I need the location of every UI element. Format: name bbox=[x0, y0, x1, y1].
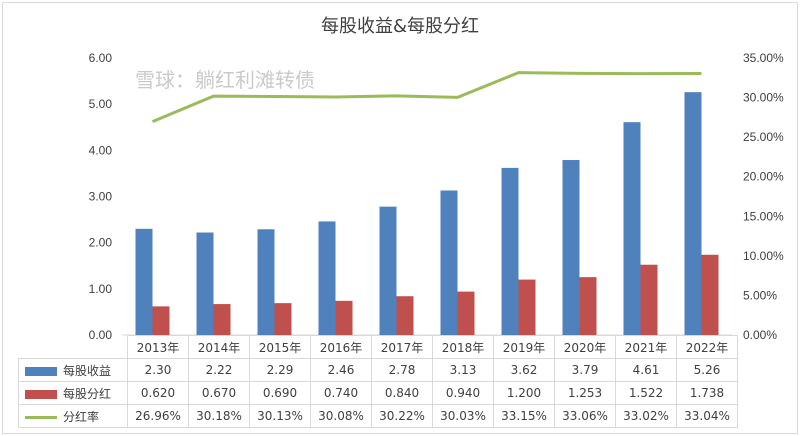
legend-label: 每股分红 bbox=[63, 386, 112, 401]
watermark: 雪球：躺红利滩转债 bbox=[135, 68, 315, 92]
data-label: 33.04% bbox=[676, 404, 738, 428]
bar-每股分红 bbox=[640, 264, 658, 335]
bar-每股分红 bbox=[335, 300, 353, 335]
x-tick-label: 2014年 bbox=[188, 335, 250, 359]
bar-每股分红 bbox=[213, 304, 231, 335]
bar-每股收益 bbox=[440, 190, 458, 335]
data-label: 0.670 bbox=[188, 381, 250, 405]
data-label: 3.62 bbox=[493, 358, 555, 382]
data-label: 3.13 bbox=[432, 358, 494, 382]
bar-每股收益 bbox=[501, 167, 519, 335]
y-tick-label: 1.00 bbox=[89, 282, 113, 296]
table-row: 分红率 26.96% 30.18% 30.13% 30.08% 30.22% 30.03% 3… bbox=[18, 404, 738, 428]
y2-tick-label: 25.00% bbox=[743, 130, 784, 144]
bar-每股收益 bbox=[318, 221, 336, 335]
bar-每股分红 bbox=[396, 296, 414, 335]
bar-每股收益 bbox=[257, 229, 275, 335]
bar-每股收益 bbox=[562, 160, 580, 335]
table-corner bbox=[18, 335, 128, 359]
x-tick-label: 2016年 bbox=[310, 335, 372, 359]
y-tick-label: 2.00 bbox=[89, 236, 113, 250]
bar-每股分红 bbox=[701, 254, 719, 335]
data-label: 30.18% bbox=[188, 404, 250, 428]
x-tick-label: 2021年 bbox=[615, 335, 677, 359]
bar-每股收益 bbox=[196, 232, 214, 335]
data-label: 4.61 bbox=[615, 358, 677, 382]
legend-label: 每股收益 bbox=[63, 363, 112, 378]
data-label: 30.03% bbox=[432, 404, 494, 428]
y-tick-label: 3.00 bbox=[89, 190, 113, 204]
bar-每股分红 bbox=[457, 291, 475, 335]
data-label: 0.690 bbox=[249, 381, 311, 405]
data-label: 30.13% bbox=[249, 404, 311, 428]
bar-每股分红 bbox=[579, 277, 597, 335]
data-label: 1.253 bbox=[554, 381, 616, 405]
data-label: 2.30 bbox=[127, 358, 189, 382]
data-label: 30.08% bbox=[310, 404, 372, 428]
y2-tick-label: 5.00% bbox=[743, 288, 777, 302]
data-label: 2.78 bbox=[371, 358, 433, 382]
x-tick-label: 2017年 bbox=[371, 335, 433, 359]
bar-每股分红 bbox=[274, 303, 292, 335]
chart-title: 每股收益&每股分红 bbox=[320, 16, 480, 37]
y2-tick-label: 10.00% bbox=[743, 249, 784, 263]
table-row: 每股分红 0.620 0.670 0.690 0.740 0.840 0.940 1.200 1… bbox=[18, 381, 738, 405]
y-tick-label: 6.00 bbox=[89, 51, 113, 65]
data-label: 30.22% bbox=[371, 404, 433, 428]
legend-line-icon bbox=[25, 415, 57, 419]
data-label: 1.522 bbox=[615, 381, 677, 405]
data-label: 2.46 bbox=[310, 358, 372, 382]
x-tick-label: 2013年 bbox=[127, 335, 189, 359]
legend-swatch-icon bbox=[25, 366, 57, 376]
x-tick-label: 2019年 bbox=[493, 335, 555, 359]
legend-cell: 分红率 bbox=[18, 404, 128, 428]
data-label: 33.15% bbox=[493, 404, 555, 428]
line-分红率 bbox=[151, 71, 702, 124]
data-label: 0.840 bbox=[371, 381, 433, 405]
table-row: 每股收益 2.30 2.22 2.29 2.46 2.78 3.13 3.62 3.79 4.61… bbox=[18, 358, 738, 382]
data-label: 1.200 bbox=[493, 381, 555, 405]
legend-cell: 每股收益 bbox=[18, 358, 128, 382]
bar-每股分红 bbox=[518, 279, 536, 335]
table-header-row: 2013年 2014年 2015年 2016年 2017年 2018年 2019年 2020年… bbox=[18, 335, 738, 359]
y2-tick-label: 15.00% bbox=[743, 209, 784, 223]
data-label: 5.26 bbox=[676, 358, 738, 382]
y2-tick-label: 30.00% bbox=[743, 91, 784, 105]
legend-swatch-icon bbox=[25, 389, 57, 399]
legend-label: 分红率 bbox=[63, 409, 100, 424]
data-label: 0.940 bbox=[432, 381, 494, 405]
y2-tick-label: 35.00% bbox=[743, 51, 784, 65]
x-tick-label: 2020年 bbox=[554, 335, 616, 359]
data-label: 2.22 bbox=[188, 358, 250, 382]
data-table: 2013年 2014年 2015年 2016年 2017年 2018年 2019年 2020年… bbox=[18, 335, 738, 428]
data-label: 0.620 bbox=[127, 381, 189, 405]
y2-tick-label: 0.00% bbox=[743, 328, 777, 342]
data-label: 1.738 bbox=[676, 381, 738, 405]
data-label: 3.79 bbox=[554, 358, 616, 382]
legend-cell: 每股分红 bbox=[18, 381, 128, 405]
y-tick-label: 5.00 bbox=[89, 97, 113, 111]
bar-每股收益 bbox=[379, 206, 397, 335]
x-tick-label: 2022年 bbox=[676, 335, 738, 359]
y2-tick-label: 20.00% bbox=[743, 170, 784, 184]
data-label: 33.06% bbox=[554, 404, 616, 428]
y-tick-label: 4.00 bbox=[89, 143, 113, 157]
bar-每股收益 bbox=[623, 122, 641, 336]
data-label: 26.96% bbox=[127, 404, 189, 428]
data-label: 2.29 bbox=[249, 358, 311, 382]
x-tick-label: 2018年 bbox=[432, 335, 494, 359]
bar-每股收益 bbox=[684, 92, 702, 335]
data-label: 33.02% bbox=[615, 404, 677, 428]
bar-每股收益 bbox=[135, 228, 153, 335]
x-tick-label: 2015年 bbox=[249, 335, 311, 359]
bar-每股分红 bbox=[152, 306, 170, 335]
data-label: 0.740 bbox=[310, 381, 372, 405]
